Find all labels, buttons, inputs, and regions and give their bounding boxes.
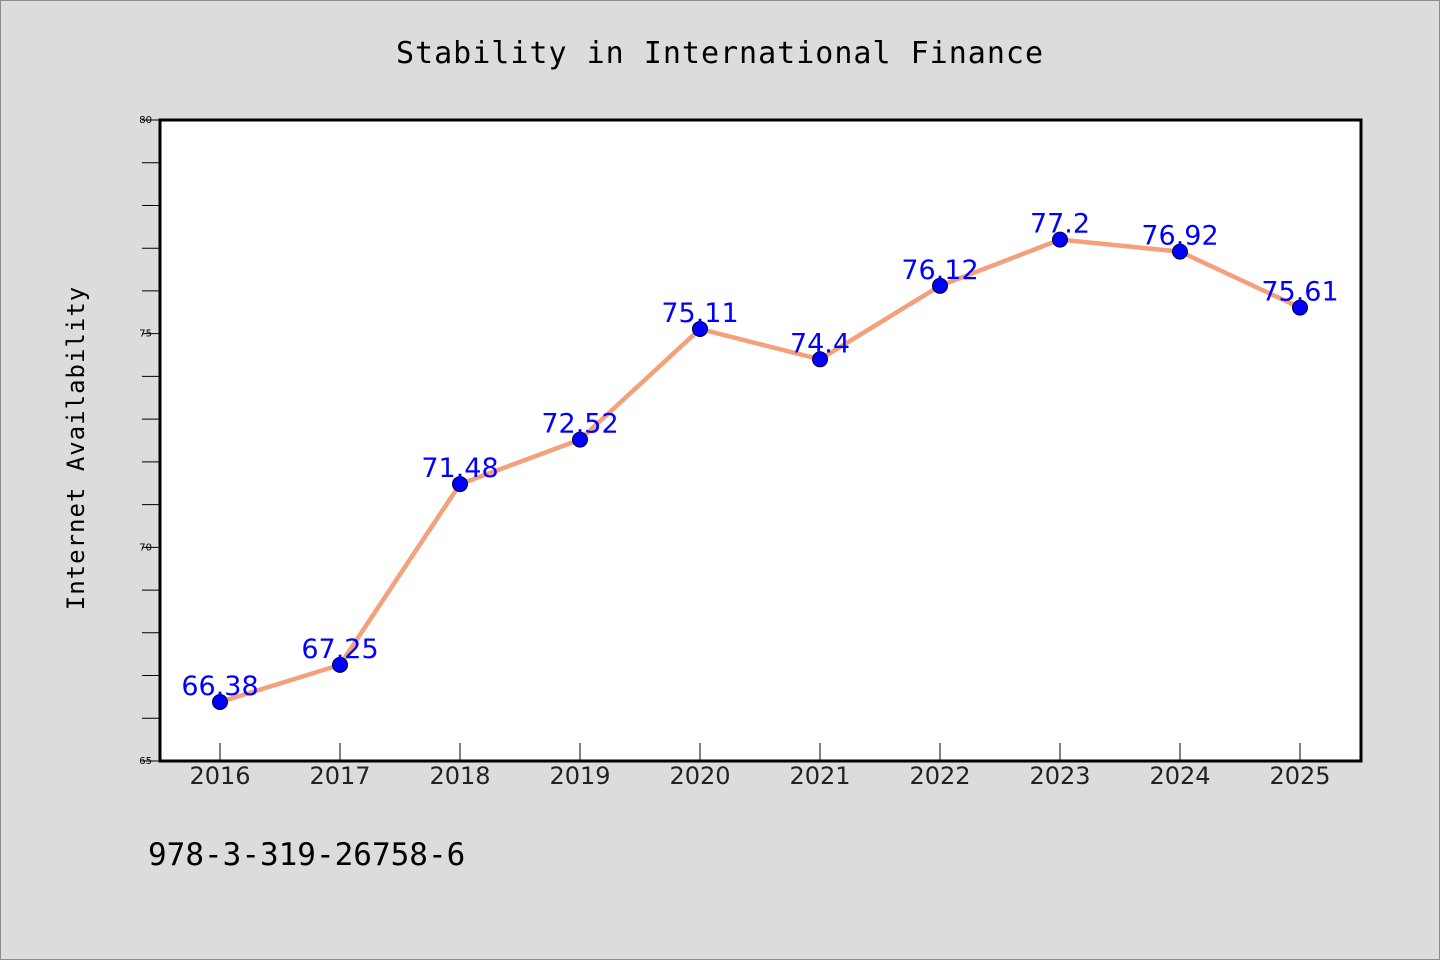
data-label: 75.61 bbox=[1261, 277, 1338, 308]
data-label: 71.48 bbox=[421, 453, 498, 484]
y-tick-label: 65 bbox=[139, 756, 152, 767]
data-point bbox=[692, 320, 708, 337]
y-tick-label: 75 bbox=[139, 329, 152, 340]
x-tick-label: 2020 bbox=[669, 762, 730, 790]
data-label: 66.38 bbox=[181, 671, 258, 702]
data-point bbox=[932, 277, 948, 294]
data-point bbox=[812, 351, 828, 368]
data-label: 67.25 bbox=[301, 634, 378, 665]
data-point-markers bbox=[212, 231, 1308, 711]
y-tick-label: 70 bbox=[139, 542, 152, 553]
x-tick-label: 2017 bbox=[309, 762, 370, 790]
x-tick-label: 2024 bbox=[1149, 762, 1210, 790]
data-point bbox=[1052, 231, 1068, 248]
data-label: 76.12 bbox=[901, 255, 978, 286]
data-label: 75.11 bbox=[661, 298, 738, 329]
data-label: 77.2 bbox=[1030, 209, 1090, 240]
y-axis-tick-labels: 65 70 75 80 bbox=[139, 115, 152, 767]
y-tick-label: 80 bbox=[139, 115, 152, 126]
data-point bbox=[332, 656, 348, 673]
x-tick-label: 2016 bbox=[189, 762, 250, 790]
x-tick-label: 2019 bbox=[549, 762, 610, 790]
x-tick-label: 2025 bbox=[1269, 762, 1330, 790]
data-point bbox=[212, 694, 228, 711]
data-point bbox=[1292, 299, 1308, 316]
x-tick-label: 2022 bbox=[909, 762, 970, 790]
data-label: 74.4 bbox=[790, 328, 850, 359]
series-line bbox=[219, 237, 1301, 705]
plot-border bbox=[158, 118, 1363, 763]
data-labels: 66.38 67.25 71.48 72.52 75.11 74.4 76.12 77.2 76… bbox=[181, 209, 1338, 702]
data-label: 72.52 bbox=[541, 409, 618, 440]
data-point bbox=[1172, 243, 1188, 260]
data-point bbox=[572, 431, 588, 448]
data-label: 76.92 bbox=[1141, 221, 1218, 252]
x-axis-ticks bbox=[219, 743, 1301, 761]
y-axis-label: Internet Availability bbox=[62, 286, 90, 610]
y-axis-ticks bbox=[142, 119, 160, 762]
isbn-text: 978-3-319-26758-6 bbox=[148, 837, 465, 873]
x-tick-label: 2021 bbox=[789, 762, 850, 790]
data-point bbox=[452, 476, 468, 493]
x-tick-label: 2018 bbox=[429, 762, 490, 790]
plot-area bbox=[160, 120, 1361, 761]
chart-title: Stability in International Finance bbox=[396, 36, 1044, 71]
x-tick-label: 2023 bbox=[1029, 762, 1090, 790]
x-axis-tick-labels: 2016 2017 2018 2019 2020 2021 2022 2023 2024 2025 bbox=[189, 762, 1330, 790]
